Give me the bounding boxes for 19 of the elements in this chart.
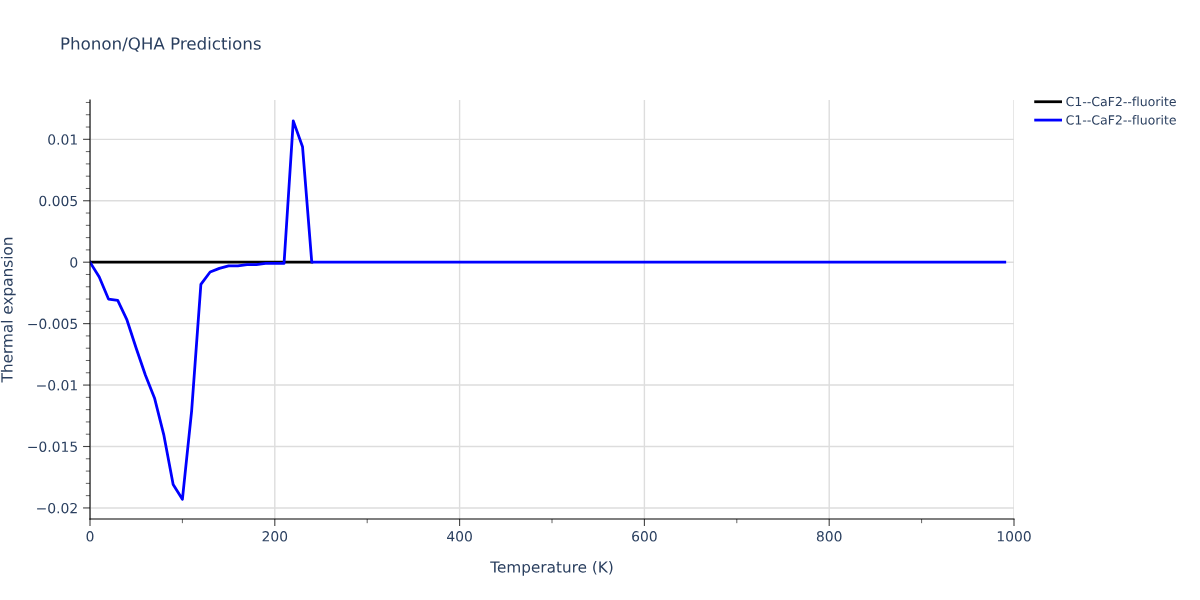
x-tick-label: 0 [86,531,94,542]
x-tick-label: 1000 [997,531,1031,542]
y-tick-label: 0 [70,257,78,268]
legend-label: C1--CaF2--fluorite [1066,96,1176,107]
x-tick-label: 200 [262,531,288,542]
legend-label: C1--CaF2--fluorite [1066,114,1176,125]
y-tick-label: 0.01 [48,134,77,145]
x-tick-label: 600 [632,531,657,542]
x-tick-label: 800 [816,531,842,542]
line-series [90,119,1007,501]
chart-title: Phonon/QHA Predictions [61,36,261,52]
x-axis-title: Temperature (K) [490,560,613,576]
y-tick-label: 0.005 [39,195,77,207]
y-tick-label: −0.01 [37,380,77,391]
y-axis-title: Thermal expansion [0,237,16,383]
y-tick-label: −0.015 [28,441,77,452]
y-tick-label: −0.005 [28,318,77,330]
x-tick-label: 400 [447,531,472,542]
y-tick-label: −0.02 [37,502,77,514]
